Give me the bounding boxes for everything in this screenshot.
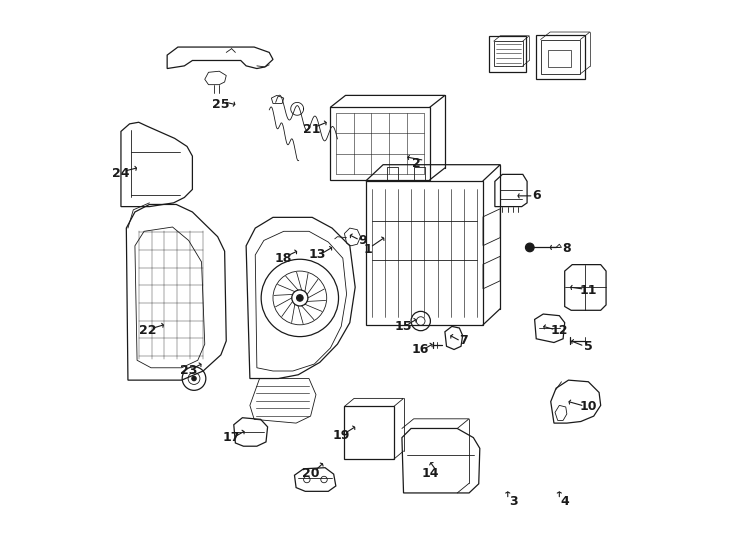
Text: 15: 15	[395, 320, 413, 333]
Text: 2: 2	[412, 157, 421, 170]
Text: 11: 11	[580, 284, 597, 297]
Text: 3: 3	[509, 495, 518, 508]
Text: 24: 24	[112, 167, 130, 180]
Text: 17: 17	[223, 431, 240, 444]
Text: 6: 6	[532, 190, 540, 202]
Bar	[548, 50, 570, 68]
Text: 23: 23	[180, 364, 197, 377]
Text: 10: 10	[580, 401, 597, 414]
Text: 4: 4	[560, 495, 569, 508]
Bar	[537, 35, 584, 79]
Text: 22: 22	[139, 323, 156, 336]
Text: 9: 9	[358, 234, 367, 247]
Text: 19: 19	[333, 429, 350, 442]
Bar	[490, 36, 526, 72]
Text: 16: 16	[412, 343, 429, 356]
Text: 14: 14	[421, 467, 439, 480]
Circle shape	[192, 376, 196, 381]
Text: 21: 21	[303, 123, 321, 136]
Text: 18: 18	[275, 252, 292, 265]
Text: 1: 1	[364, 243, 372, 256]
Text: 12: 12	[550, 323, 568, 336]
Text: 7: 7	[459, 334, 468, 347]
Text: 25: 25	[212, 98, 230, 111]
Circle shape	[526, 243, 534, 252]
Text: 13: 13	[309, 248, 327, 261]
Text: 20: 20	[302, 467, 319, 480]
Text: 5: 5	[584, 340, 593, 353]
Circle shape	[297, 295, 303, 301]
Text: 8: 8	[562, 242, 571, 255]
